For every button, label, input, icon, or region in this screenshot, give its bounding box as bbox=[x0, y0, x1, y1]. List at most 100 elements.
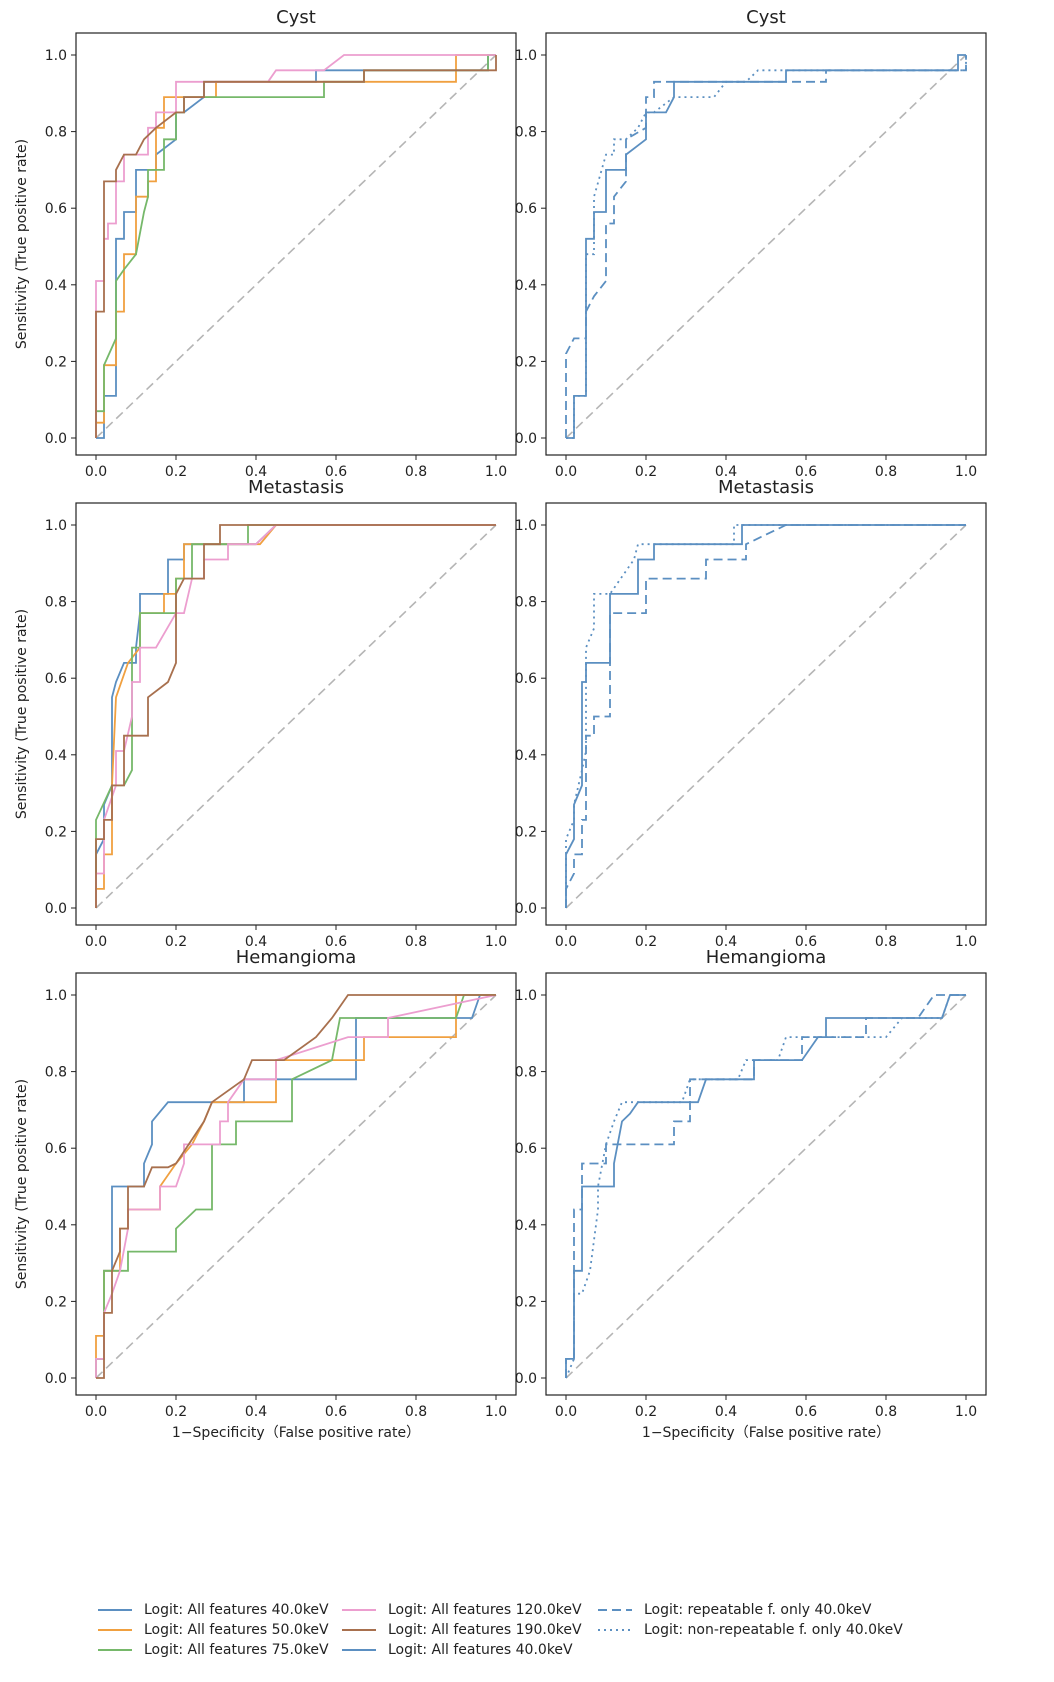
x-tick-label: 0.2 bbox=[165, 934, 187, 950]
legend-item: Logit: non-repeatable f. only 40.0keV bbox=[596, 1620, 903, 1640]
chance-diagonal-line bbox=[565, 524, 967, 909]
chart-panel-row-2-left: Metastasis 0.0 0.2 0.4 0.6 0.8 1.0 0.0 0.2 0.4 0.6… bbox=[14, 477, 517, 950]
roc-line-logit-non-repeatable-f-only-40-0kev bbox=[565, 524, 966, 908]
x-tick-label: 0.2 bbox=[165, 464, 187, 480]
y-tick-label: 0.6 bbox=[515, 201, 537, 217]
x-tick-label: 0.6 bbox=[795, 1404, 817, 1420]
x-tick-label: 0.4 bbox=[715, 934, 737, 950]
legend-label: Logit: non-repeatable f. only 40.0keV bbox=[644, 1622, 903, 1638]
y-tick-label: 0.2 bbox=[45, 824, 67, 840]
y-tick-label: 0.6 bbox=[515, 1141, 537, 1157]
x-tick-label: 1.0 bbox=[485, 464, 507, 480]
legend-swatch bbox=[598, 1629, 632, 1631]
legend-label: Logit: All features 50.0keV bbox=[144, 1622, 329, 1638]
chart-panel-row-3-left: Hemangioma 0.0 0.2 0.4 0.6 0.8 1.0 0.0 0.2 0.4 0.6… bbox=[14, 947, 517, 1441]
chance-diagonal-line bbox=[95, 994, 497, 1379]
x-tick-label: 0.4 bbox=[245, 1404, 267, 1420]
chance-diagonal-line bbox=[95, 54, 497, 439]
x-axis-label: 1−Specificity（False positive rate） bbox=[172, 1425, 420, 1441]
plot-frame bbox=[545, 502, 987, 926]
legend-swatch bbox=[342, 1609, 376, 1611]
legend-label: Logit: All features 40.0keV bbox=[388, 1642, 573, 1658]
legend-item: Logit: repeatable f. only 40.0keV bbox=[596, 1600, 871, 1620]
y-tick-label: 0.8 bbox=[515, 595, 537, 611]
roc-line-logit-all-features-190-0kev bbox=[95, 524, 496, 908]
y-tick-label: 0.8 bbox=[45, 1065, 67, 1081]
y-tick-label: 0.2 bbox=[515, 1294, 537, 1310]
plot-frame bbox=[75, 502, 517, 926]
roc-line-logit-repeatable-f-only-40-0kev bbox=[565, 524, 966, 908]
x-tick-label: 0.2 bbox=[635, 1404, 657, 1420]
x-tick-label: 0.8 bbox=[875, 934, 897, 950]
x-tick-label: 1.0 bbox=[955, 934, 977, 950]
y-tick-label: 0.6 bbox=[45, 671, 67, 687]
chart-panel-row-1-right: Cyst 0.0 0.2 0.4 0.6 0.8 1.0 0.0 0.2 0.4 0.6 0.8 1.0 bbox=[515, 7, 987, 480]
y-tick-label: 0.0 bbox=[515, 431, 537, 447]
x-tick-label: 1.0 bbox=[485, 934, 507, 950]
x-tick-label: 0.0 bbox=[85, 464, 107, 480]
x-tick-label: 0.6 bbox=[325, 934, 347, 950]
x-tick-label: 0.6 bbox=[325, 1404, 347, 1420]
x-tick-label: 0.8 bbox=[875, 464, 897, 480]
x-tick-label: 1.0 bbox=[955, 464, 977, 480]
panel-title: Metastasis bbox=[248, 477, 344, 498]
roc-line-logit-non-repeatable-f-only-40-0kev bbox=[566, 55, 967, 439]
y-tick-label: 1.0 bbox=[45, 988, 67, 1004]
x-tick-label: 0.4 bbox=[245, 464, 267, 480]
y-tick-label: 0.0 bbox=[45, 1371, 67, 1387]
roc-line-logit-repeatable-f-only-40-0kev bbox=[565, 55, 967, 438]
panel-title: Cyst bbox=[746, 7, 786, 28]
y-tick-label: 0.0 bbox=[515, 1371, 537, 1387]
x-tick-label: 0.0 bbox=[555, 1404, 577, 1420]
chart-panel-row-2-right: Metastasis 0.0 0.2 0.4 0.6 0.8 1.0 0.0 0.2 0.4 0.6… bbox=[515, 477, 987, 950]
chance-diagonal-line bbox=[565, 994, 967, 1379]
legend-swatch bbox=[598, 1609, 632, 1611]
plot-frame bbox=[545, 32, 987, 456]
x-tick-label: 1.0 bbox=[955, 1404, 977, 1420]
legend-swatch bbox=[342, 1649, 376, 1651]
y-tick-label: 0.4 bbox=[515, 278, 537, 294]
x-tick-label: 0.0 bbox=[85, 934, 107, 950]
y-tick-label: 0.8 bbox=[45, 595, 67, 611]
y-tick-label: 0.2 bbox=[515, 824, 537, 840]
panel-title: Hemangioma bbox=[706, 947, 827, 968]
y-tick-label: 1.0 bbox=[515, 48, 537, 64]
x-tick-label: 0.8 bbox=[405, 1404, 427, 1420]
x-tick-label: 1.0 bbox=[485, 1404, 507, 1420]
x-tick-label: 0.0 bbox=[85, 1404, 107, 1420]
x-tick-label: 0.8 bbox=[405, 464, 427, 480]
y-axis-label: Sensitivity (True positive rate) bbox=[14, 1079, 30, 1289]
y-axis-label: Sensitivity (True positive rate) bbox=[14, 139, 30, 349]
x-tick-label: 0.4 bbox=[245, 934, 267, 950]
legend-item: Logit: All features 75.0keV bbox=[96, 1640, 329, 1660]
y-tick-label: 0.0 bbox=[45, 901, 67, 917]
x-tick-label: 0.4 bbox=[715, 1404, 737, 1420]
legend-item: Logit: All features 40.0keV bbox=[96, 1600, 329, 1620]
plot-frame bbox=[75, 32, 517, 456]
legend-swatch bbox=[98, 1629, 132, 1631]
y-tick-label: 0.6 bbox=[515, 671, 537, 687]
legend-item: Logit: All features 40.0keV bbox=[340, 1640, 573, 1660]
x-tick-label: 0.6 bbox=[795, 934, 817, 950]
x-tick-label: 0.8 bbox=[405, 934, 427, 950]
plot-frame bbox=[75, 972, 517, 1396]
legend-swatch bbox=[98, 1649, 132, 1651]
x-tick-label: 0.2 bbox=[635, 934, 657, 950]
chance-diagonal-line bbox=[95, 524, 497, 909]
roc-figure: Cyst 0.0 0.2 0.4 0.6 0.8 1.0 0.0 0.2 0.4 0.6 0.8 1.0… bbox=[14, 7, 987, 1441]
panel-title: Metastasis bbox=[718, 477, 814, 498]
roc-line-logit-all-features-190-0kev bbox=[95, 55, 497, 438]
x-tick-label: 0.2 bbox=[165, 1404, 187, 1420]
legend: Logit: All features 40.0keV Logit: All fe… bbox=[0, 1600, 1054, 1682]
plot-frame bbox=[545, 972, 987, 1396]
y-tick-label: 1.0 bbox=[45, 518, 67, 534]
y-tick-label: 0.4 bbox=[45, 748, 67, 764]
legend-swatch bbox=[98, 1609, 132, 1611]
legend-item: Logit: All features 190.0keV bbox=[340, 1620, 582, 1640]
legend-swatch bbox=[342, 1629, 376, 1631]
y-tick-label: 0.2 bbox=[45, 1294, 67, 1310]
y-tick-label: 0.4 bbox=[45, 1218, 67, 1234]
y-axis-label: Sensitivity (True positive rate) bbox=[14, 609, 30, 819]
chart-panel-row-1-left: Cyst 0.0 0.2 0.4 0.6 0.8 1.0 0.0 0.2 0.4 0.6 0.8 1.0… bbox=[14, 7, 517, 480]
panel-title: Hemangioma bbox=[236, 947, 357, 968]
